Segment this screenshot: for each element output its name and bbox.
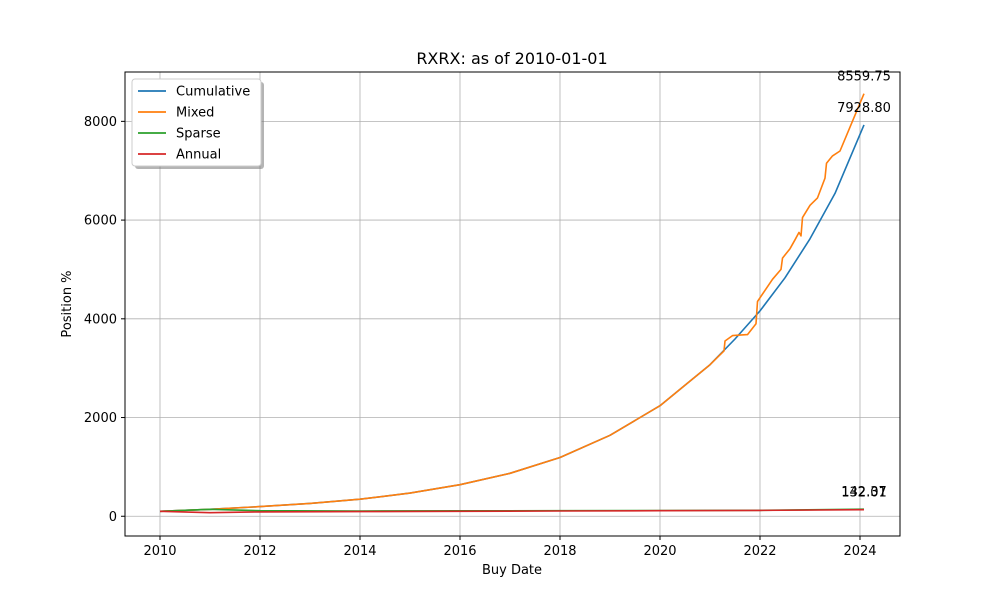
x-tick-label: 2018: [543, 544, 576, 559]
grid: [125, 72, 900, 536]
plot-frame: [124, 71, 901, 537]
legend: Cumulative Mixed Sparse Annual: [131, 78, 264, 169]
legend-label-annual: Annual: [176, 148, 221, 163]
series-lines: [159, 93, 865, 514]
y-tick-label: 4000: [84, 312, 117, 327]
x-tick-label: 2022: [743, 544, 776, 559]
end-label-annual: 132.01: [841, 486, 887, 501]
x-tick-label: 2010: [143, 544, 176, 559]
legend-label-cumulative: Cumulative: [176, 85, 250, 100]
legend-label-mixed: Mixed: [176, 106, 214, 121]
x-tick-label: 2014: [343, 544, 376, 559]
y-axis-title: Position %: [60, 270, 75, 337]
x-axis-title: Buy Date: [482, 563, 542, 578]
x-tick-label: 2024: [843, 544, 876, 559]
chart-title: RXRX: as of 2010-01-01: [416, 49, 607, 68]
end-label-mixed: 8559.75: [837, 70, 891, 85]
y-tick-label: 8000: [84, 115, 117, 130]
axis-ticks: 2010 2012 2014 2016 2018 2020 2022 2024 0 2000 400…: [84, 115, 877, 559]
legend-box: [131, 78, 262, 167]
series-line-annual: [159, 508, 865, 514]
y-tick-label: 6000: [84, 214, 117, 229]
end-label-sparse: 142.37: [841, 485, 887, 500]
legend-label-sparse: Sparse: [176, 127, 221, 142]
y-tick-label: 0: [109, 510, 117, 525]
y-tick-label: 2000: [84, 411, 117, 426]
x-tick-label: 2016: [443, 544, 476, 559]
series-line-mixed: [159, 93, 865, 513]
x-tick-label: 2020: [643, 544, 676, 559]
end-label-cumulative: 7928.80: [837, 101, 891, 116]
x-tick-label: 2012: [243, 544, 276, 559]
legend-items: Cumulative Mixed Sparse Annual: [138, 85, 250, 163]
